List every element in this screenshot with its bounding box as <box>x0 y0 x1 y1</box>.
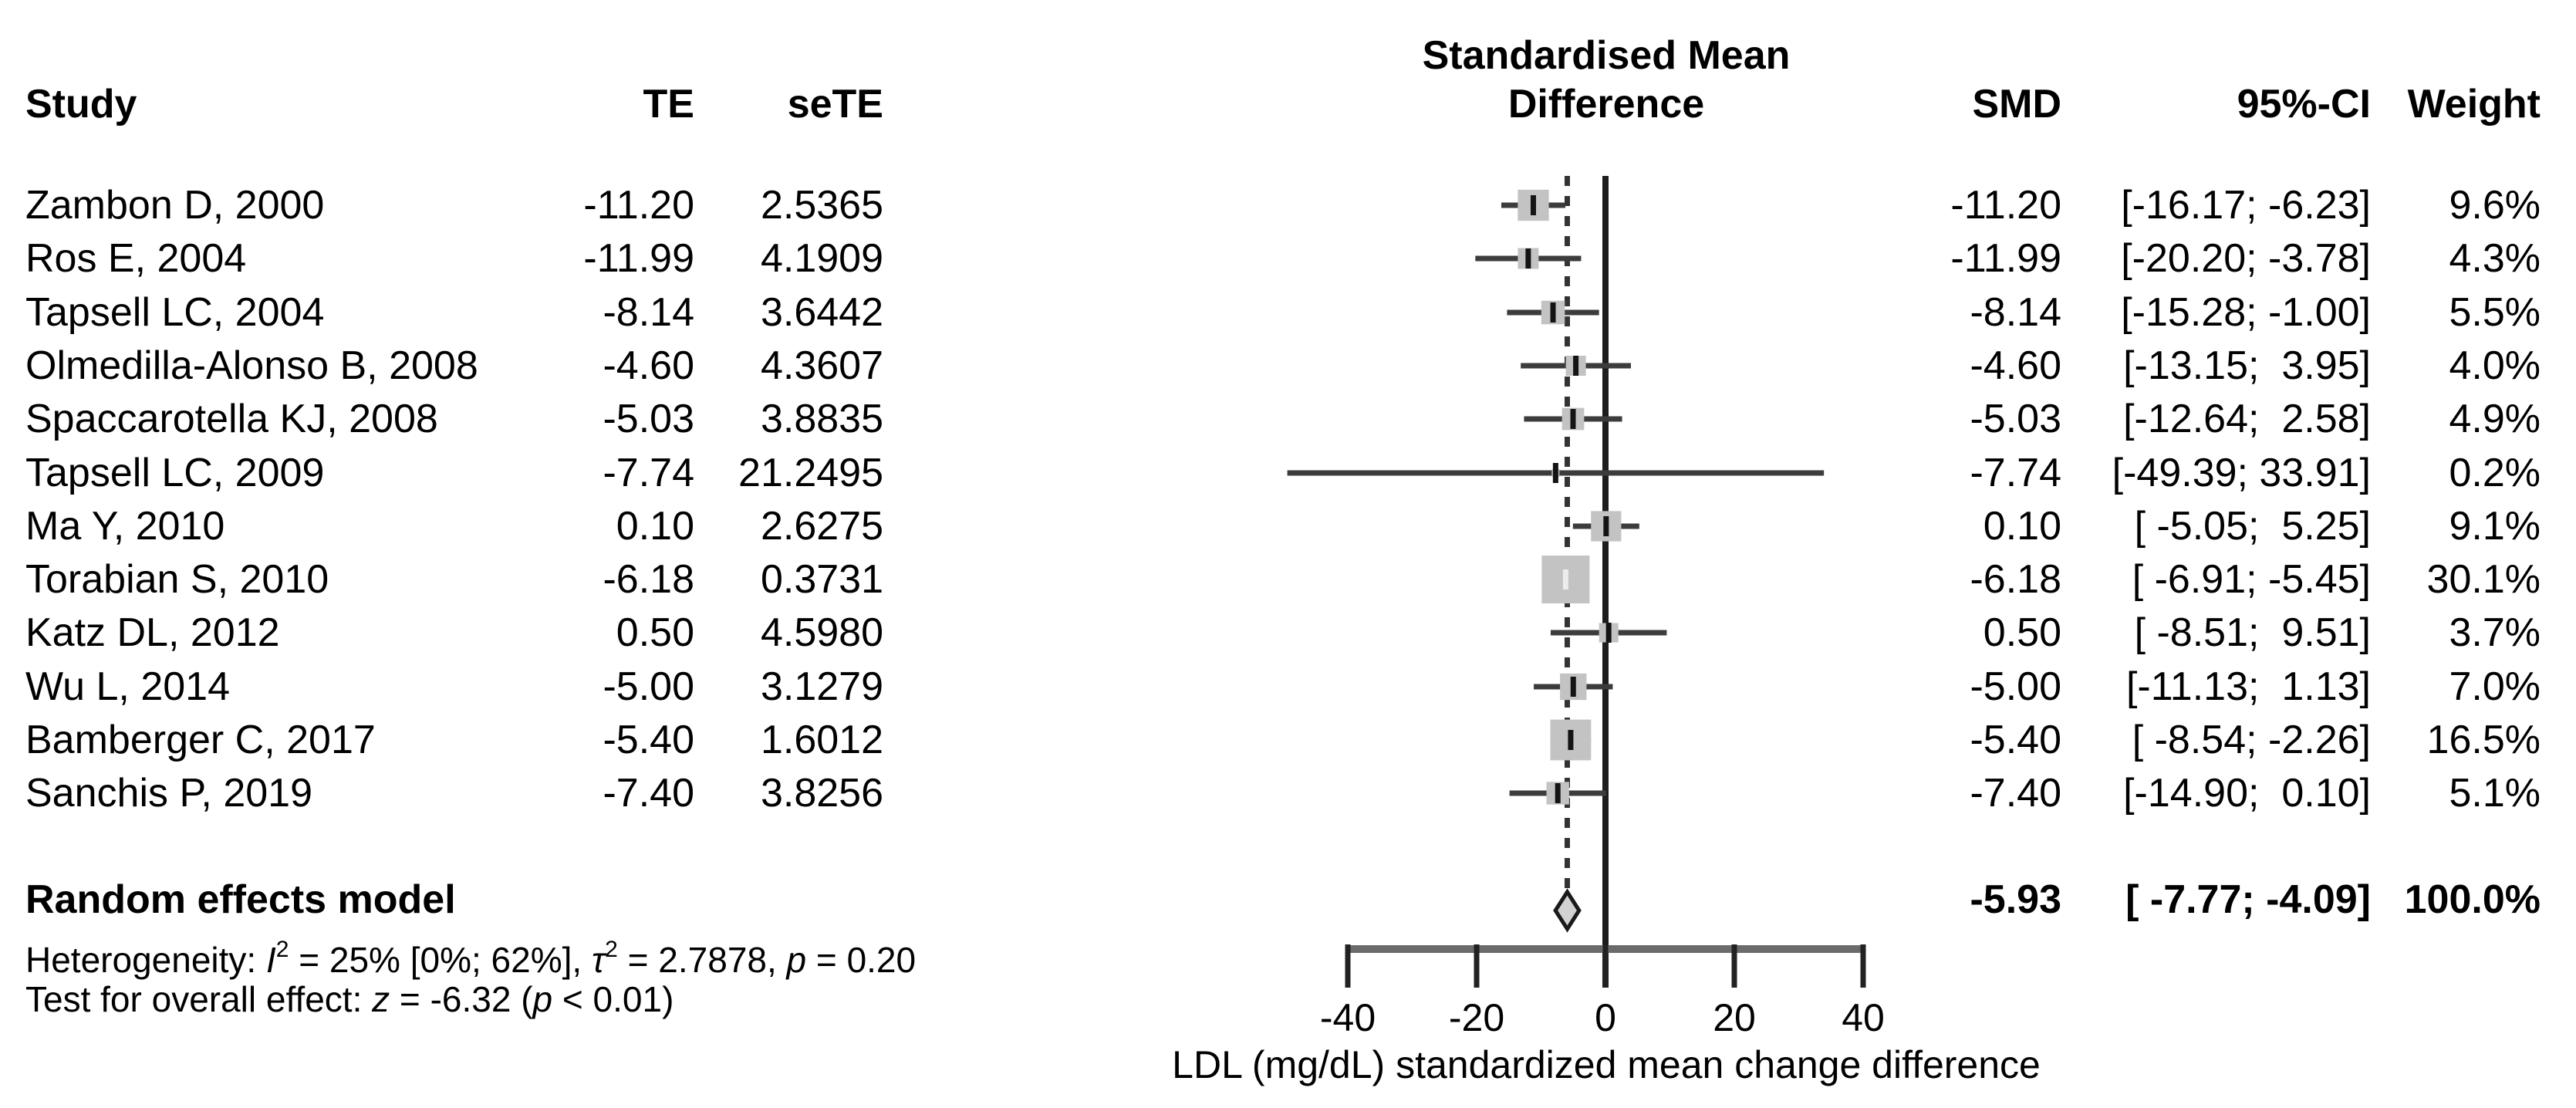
plot-title-line1: Standardised Mean <box>1422 33 1791 78</box>
footnote-segment: < 0.01) <box>552 979 674 1019</box>
x-axis-tick-label: 20 <box>1713 996 1756 1039</box>
x-axis-tick-label: 40 <box>1842 996 1885 1039</box>
footnote-segment: = 25% [0%; 62%], <box>289 940 592 980</box>
footnote-segment: = 0.20 <box>806 940 917 980</box>
footnote-segment: z <box>372 979 390 1019</box>
footnote-segment: p <box>532 979 553 1019</box>
pooled-smd-value: -5.93 <box>1970 877 2061 922</box>
footnote-segment: Test for overall effect: <box>25 979 373 1019</box>
column-header-ci: 95%-CI <box>2237 82 2371 127</box>
footnote-segment: I <box>265 940 276 980</box>
overall-effect-note: Test for overall effect: z = -6.32 (p < … <box>25 977 674 1022</box>
pooled-row-label: Random effects model <box>25 877 456 922</box>
pooled-ci-value: [ -7.77; -4.09] <box>2125 877 2371 922</box>
column-header-weight: Weight <box>2407 82 2541 127</box>
x-axis-tick-label: -40 <box>1320 996 1376 1039</box>
footnote-segment: 2 <box>605 937 618 962</box>
footnote-segment: p <box>786 940 807 980</box>
footnote-segment: Heterogeneity: <box>25 940 266 980</box>
plot-title-line2: Difference <box>1507 82 1705 127</box>
footnote-segment: τ <box>591 940 606 980</box>
x-axis-tick-label: 0 <box>1595 996 1616 1039</box>
pooled-weight-value: 100.0% <box>2404 877 2541 922</box>
footnote-segment: 2 <box>275 937 289 962</box>
column-header-sete: seTE <box>787 82 883 127</box>
column-header-study: Study <box>25 82 137 127</box>
x-axis-title: LDL (mg/dL) standardized mean change dif… <box>1172 1043 2041 1086</box>
footnote-segment: = -6.32 ( <box>390 979 533 1019</box>
pooled-effect-diamond <box>1553 888 1582 933</box>
x-axis-tick-label: -20 <box>1449 996 1504 1039</box>
footnote-segment: = 2.7878, <box>617 940 787 980</box>
column-header-te: TE <box>643 82 694 127</box>
heterogeneity-note: Heterogeneity: I2 = 25% [0%; 62%], τ2 = … <box>25 937 916 982</box>
column-header-smd: SMD <box>1972 82 2061 127</box>
